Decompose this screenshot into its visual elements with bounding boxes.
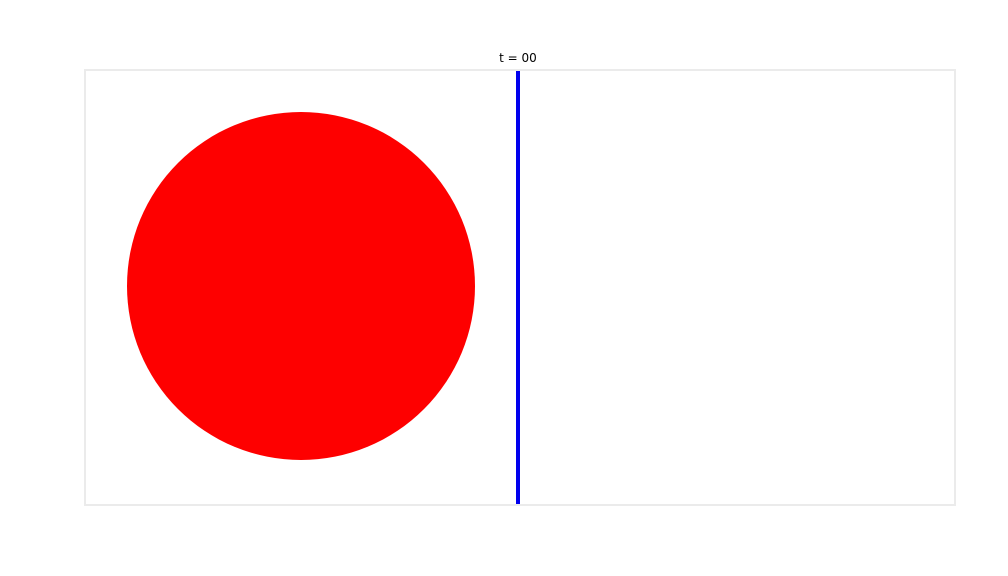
scene [84,69,956,506]
vertical-divider-line [516,71,520,504]
red-disc [127,112,475,460]
frame-title: t = 00 [0,51,1008,65]
